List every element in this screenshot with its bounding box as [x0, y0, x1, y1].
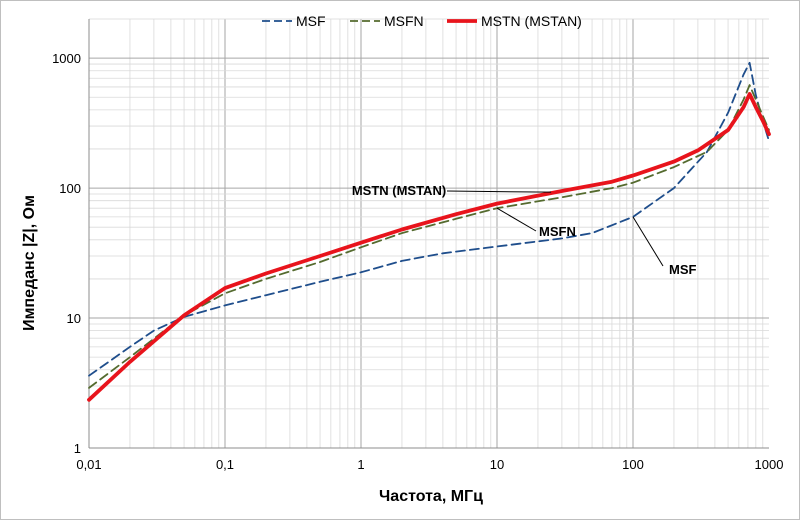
annotation-label: MSTN (MSTAN) [352, 183, 446, 198]
annotations: MSTN (MSTAN) MSFN MSF [352, 183, 697, 277]
series-line-msfn [88, 84, 770, 389]
annotation-label: MSFN [539, 224, 576, 239]
annotation-label: MSF [669, 262, 697, 277]
x-axis-title: Частота, МГц [379, 488, 483, 505]
y-tick-label: 100 [59, 181, 81, 196]
legend-label: MSTN (MSTAN) [481, 13, 582, 29]
axes: 0,01 0,1 1 10 100 1000 1 10 100 1000 [52, 19, 783, 472]
x-tick-label: 100 [622, 457, 644, 472]
x-tick-label: 1 [357, 457, 364, 472]
y-tick-label: 1 [74, 441, 81, 456]
series-line-mstn-mstan [87, 92, 771, 402]
grid [88, 18, 769, 449]
y-tick-label: 10 [67, 311, 81, 326]
series-line-msf [88, 61, 770, 377]
x-tick-label: 1000 [755, 457, 784, 472]
legend: MSF MSFN MSTN (MSTAN) [262, 13, 582, 29]
legend-label: MSFN [384, 13, 424, 29]
legend-label: MSF [296, 13, 326, 29]
annotation-leader-line [632, 216, 664, 267]
x-tick-label: 0,1 [216, 457, 234, 472]
annotation-leader-line [446, 190, 552, 193]
y-tick-label: 1000 [52, 51, 81, 66]
series-group [87, 61, 771, 402]
y-axis-title: Импеданс |Z|, Ом [21, 195, 38, 331]
annotation-leader-line [496, 207, 537, 232]
x-tick-label: 0,01 [76, 457, 101, 472]
x-tick-label: 10 [490, 457, 504, 472]
